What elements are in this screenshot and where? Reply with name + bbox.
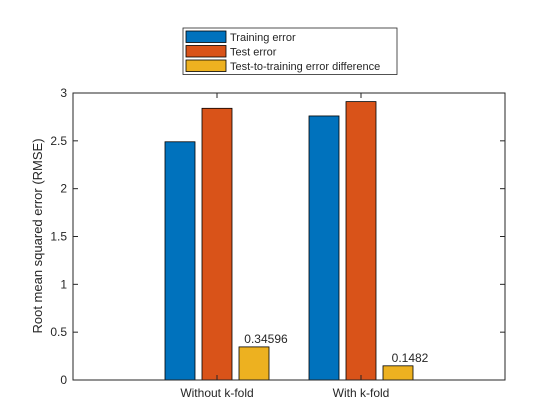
x-axis: Without k-fold With k-fold xyxy=(180,93,389,400)
y-axis: 0 0.5 1 1.5 2 2.5 3 xyxy=(50,86,505,387)
y-tick-label: 2 xyxy=(60,182,67,196)
y-tick-label: 1 xyxy=(60,277,67,291)
y-tick-label: 1.5 xyxy=(50,230,67,244)
y-tick-label: 0 xyxy=(60,373,67,387)
y-tick-label: 3 xyxy=(60,86,67,100)
y-tick-label: 0.5 xyxy=(50,325,67,339)
bar xyxy=(164,141,196,381)
legend: Training error Test error Test-to-training… xyxy=(182,27,398,75)
legend-label: Training error xyxy=(230,32,296,44)
bar xyxy=(345,101,377,381)
x-tick-label: With k-fold xyxy=(333,386,390,400)
bar xyxy=(201,107,233,381)
legend-swatch xyxy=(185,59,227,72)
bar xyxy=(308,115,340,381)
bar xyxy=(238,346,270,381)
y-tick-label: 2.5 xyxy=(50,134,67,148)
legend-label: Test-to-training error difference xyxy=(230,61,380,73)
data-label: 0.1482 xyxy=(392,351,429,365)
bars-group xyxy=(164,101,414,381)
data-label: 0.34596 xyxy=(244,332,288,346)
axes-box xyxy=(72,92,506,381)
bar xyxy=(382,365,414,381)
data-labels-group: 0.34596 0.1482 xyxy=(244,332,428,365)
x-tick-label: Without k-fold xyxy=(180,386,253,400)
legend-swatch xyxy=(185,30,227,43)
legend-label: Test error xyxy=(230,47,277,59)
legend-swatch xyxy=(185,45,227,58)
y-axis-label: Root mean squared error (RMSE) xyxy=(30,138,45,333)
